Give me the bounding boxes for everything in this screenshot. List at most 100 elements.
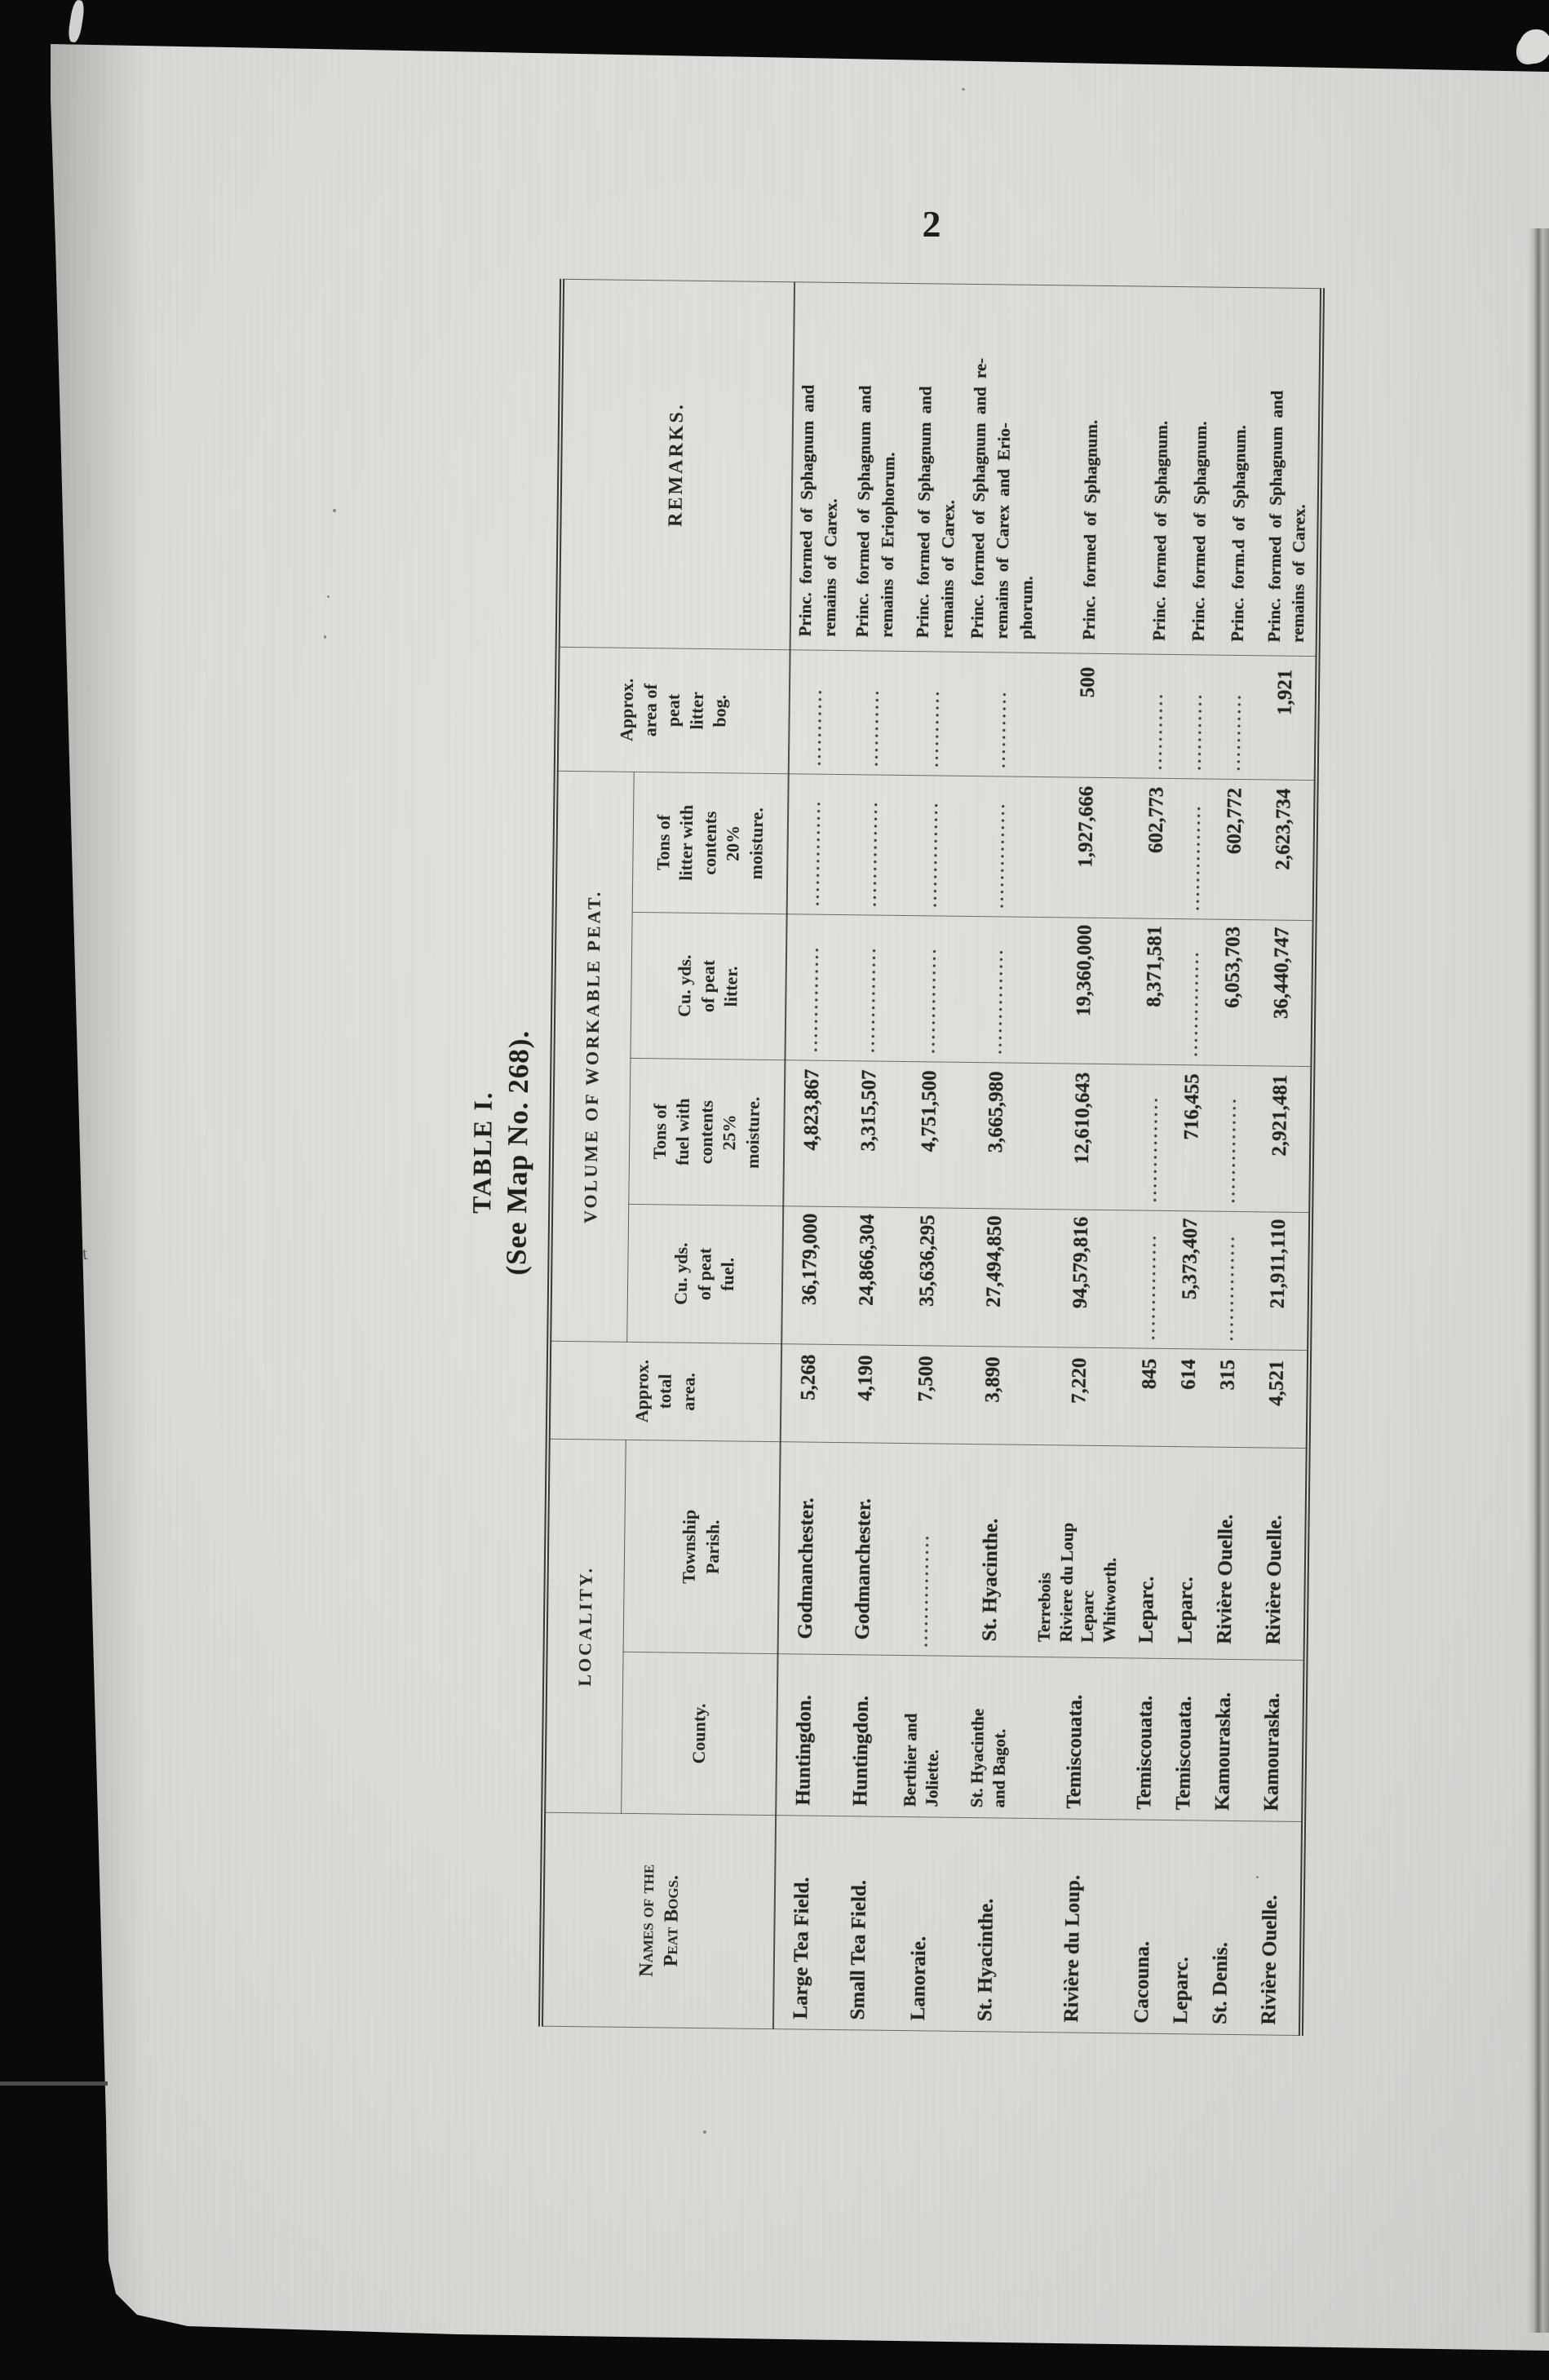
cell-county: Kamouraska. [1242,1659,1306,1822]
header-cu-yds-peat-litter: Cu. yds. of peat litter. [630,912,787,1060]
cell-litter_yds: 8,371,581 [1134,918,1176,1065]
cell-litter_tons: ............... [786,773,843,915]
cell-litter_area: ........... [963,652,1039,777]
scan-scratch [67,0,86,43]
scan-speck [324,635,326,639]
cell-litter_area: ........... [843,650,905,776]
header-county: County. [621,1652,778,1816]
cell-township: Rivière Ouelle. [1205,1447,1248,1660]
cell-litter_yds: ............... [960,916,1036,1064]
cell-remarks: Princ. formed of Sphagnum and re- remain… [965,284,1043,653]
cell-county: Huntingdon. [776,1653,833,1816]
cell-fuel_tons: 716,455 [1171,1064,1213,1212]
cell-litter_tons: ............... [841,774,904,916]
cell-area: 845 [1130,1347,1171,1447]
table-body: Large Tea Field. Huntingdon. Godmanchester… [772,281,1323,2036]
scan-hole-artifact [1519,29,1549,64]
cell-litter_area: ........... [1216,655,1257,780]
cell-litter_area: ........... [788,649,845,775]
cell-name: St. Denis. [1201,1820,1243,2035]
cell-fuel_tons: 3,315,507 [838,1060,901,1208]
cell-name: Leparc. [1162,1820,1204,2035]
header-remarks: REMARKS. [557,279,795,650]
cell-litter_area: ........... [1177,654,1218,780]
cell-name: Large Tea Field. [772,1815,831,2030]
header-names: Names of the Peat Bogs. [540,1812,777,2029]
cell-fuel_tons: ............... [1210,1065,1252,1212]
cell-remarks: Princ. formed of Sphagnum and remains of… [1256,287,1323,657]
cell-county: Berthier and Joliette. [891,1655,954,1818]
header-tons-litter: Tons of litter with contents 20% moistur… [632,772,789,914]
cell-litter_yds: ............... [785,914,842,1061]
cell-name: Rivière du Loup. [1021,1818,1126,2033]
cell-area: 7,220 [1029,1347,1131,1446]
cell-litter_yds: ............... [1173,918,1215,1066]
cell-area: 315 [1208,1349,1249,1448]
cell-fuel_tons: 12,610,643 [1031,1063,1135,1210]
cell-township: Leparc. [1166,1446,1209,1660]
cell-fuel_yds: 94,579,816 [1029,1209,1133,1348]
cell-litter_tons: 1,927,666 [1035,776,1139,918]
cell-county: Temiscouata. [1164,1658,1206,1821]
cell-fuel_tons: 4,823,867 [783,1059,840,1207]
cell-fuel_yds: 36,179,000 [781,1205,839,1345]
header-cu-yds-peat-fuel: Cu. yds. of peat fuel. [626,1204,784,1344]
cell-remarks: Princ. formed of Sphagnum and remains of… [790,281,850,651]
header-volume-group: VOLUME OF WORKABLE PEAT. [549,771,635,1343]
scan-edge-streaks [1528,228,1549,2333]
rotated-table-area: TABLE I. (See Map No. 268). Names of the… [457,278,1351,2037]
scan-speck [327,595,330,598]
cell-township: St. Hyacinthe. [953,1444,1029,1657]
cell-litter_tons: 602,772 [1215,779,1256,920]
cell-litter_yds: 6,053,703 [1212,919,1255,1066]
peat-bogs-table: Names of the Peat Bogs. LOCALITY. Approx… [538,278,1326,2037]
cell-township: Leparc. [1126,1445,1170,1659]
cell-county: Kamouraska. [1203,1659,1245,1821]
table-title: TABLE I. (See Map No. 268). [457,279,550,2027]
cell-litter_yds: 19,360,000 [1033,917,1137,1064]
header-approx-total-area: Approx. total area. [547,1341,782,1442]
cell-litter_yds: 36,440,747 [1251,919,1316,1067]
cell-area: 4,521 [1247,1349,1310,1449]
cell-name: Lanoraie. [887,1816,952,2032]
scan-speck [1256,1876,1259,1878]
cell-litter_yds: ............... [900,915,963,1063]
cell-county: Temiscouata. [1125,1657,1166,1820]
cell-litter_tons: 602,773 [1136,777,1178,919]
cell-fuel_tons: 3,665,980 [958,1062,1033,1210]
cell-fuel_yds: ............... [1209,1211,1250,1350]
cell-name: Rivière Ouelle. [1240,1820,1304,2036]
cell-remarks: Princ. formed of Sphagnum. [1178,286,1223,656]
cell-area: 614 [1169,1348,1210,1448]
cell-litter_tons: ............... [962,776,1038,918]
cell-fuel_tons: 4,751,500 [898,1061,961,1209]
cell-litter_yds: ............... [839,914,902,1062]
cell-township: ................ [892,1443,956,1657]
binding-shadow [51,44,147,2333]
cell-remarks: Princ. form.d of Sphagnum. [1217,287,1262,656]
cell-litter_tons: ............... [1175,778,1217,920]
cell-county: Huntingdon. [830,1654,893,1817]
cell-litter_area: 500 [1037,653,1140,778]
cell-litter_area: ........... [1138,653,1179,779]
cell-area: 4,190 [834,1344,897,1444]
landscape-content: TABLE I. (See Map No. 268). Names of the… [457,278,1351,2037]
header-township-parish: Township Parish. [623,1440,781,1654]
cell-township: Rivière Ouelle. [1244,1447,1309,1661]
cell-remarks: Princ. formed of Sphagnum and remains of… [844,282,910,652]
cell-name: Small Tea Field. [827,1816,892,2031]
header-locality-group: LOCALITY. [543,1439,626,1814]
cell-litter_area: 1,921 [1255,655,1318,781]
cell-fuel_yds: 21,911,110 [1248,1211,1312,1351]
cell-fuel_yds: ............... [1131,1210,1172,1349]
table-header: Names of the Peat Bogs. LOCALITY. Approx… [540,279,795,2029]
cell-township: Godmanchester. [832,1442,896,1656]
scan-speck [333,509,336,512]
cell-litter_tons: ............... [901,775,964,917]
cell-litter_area: ........... [903,651,966,776]
cell-fuel_yds: 24,866,304 [836,1206,899,1346]
header-tons-fuel: Tons of fuel with contents 25% moisture. [628,1058,786,1206]
cell-litter_tons: 2,623,734 [1254,779,1317,921]
cell-township: Terrebois Riviere du Loup Leparc Whitwor… [1025,1444,1131,1658]
